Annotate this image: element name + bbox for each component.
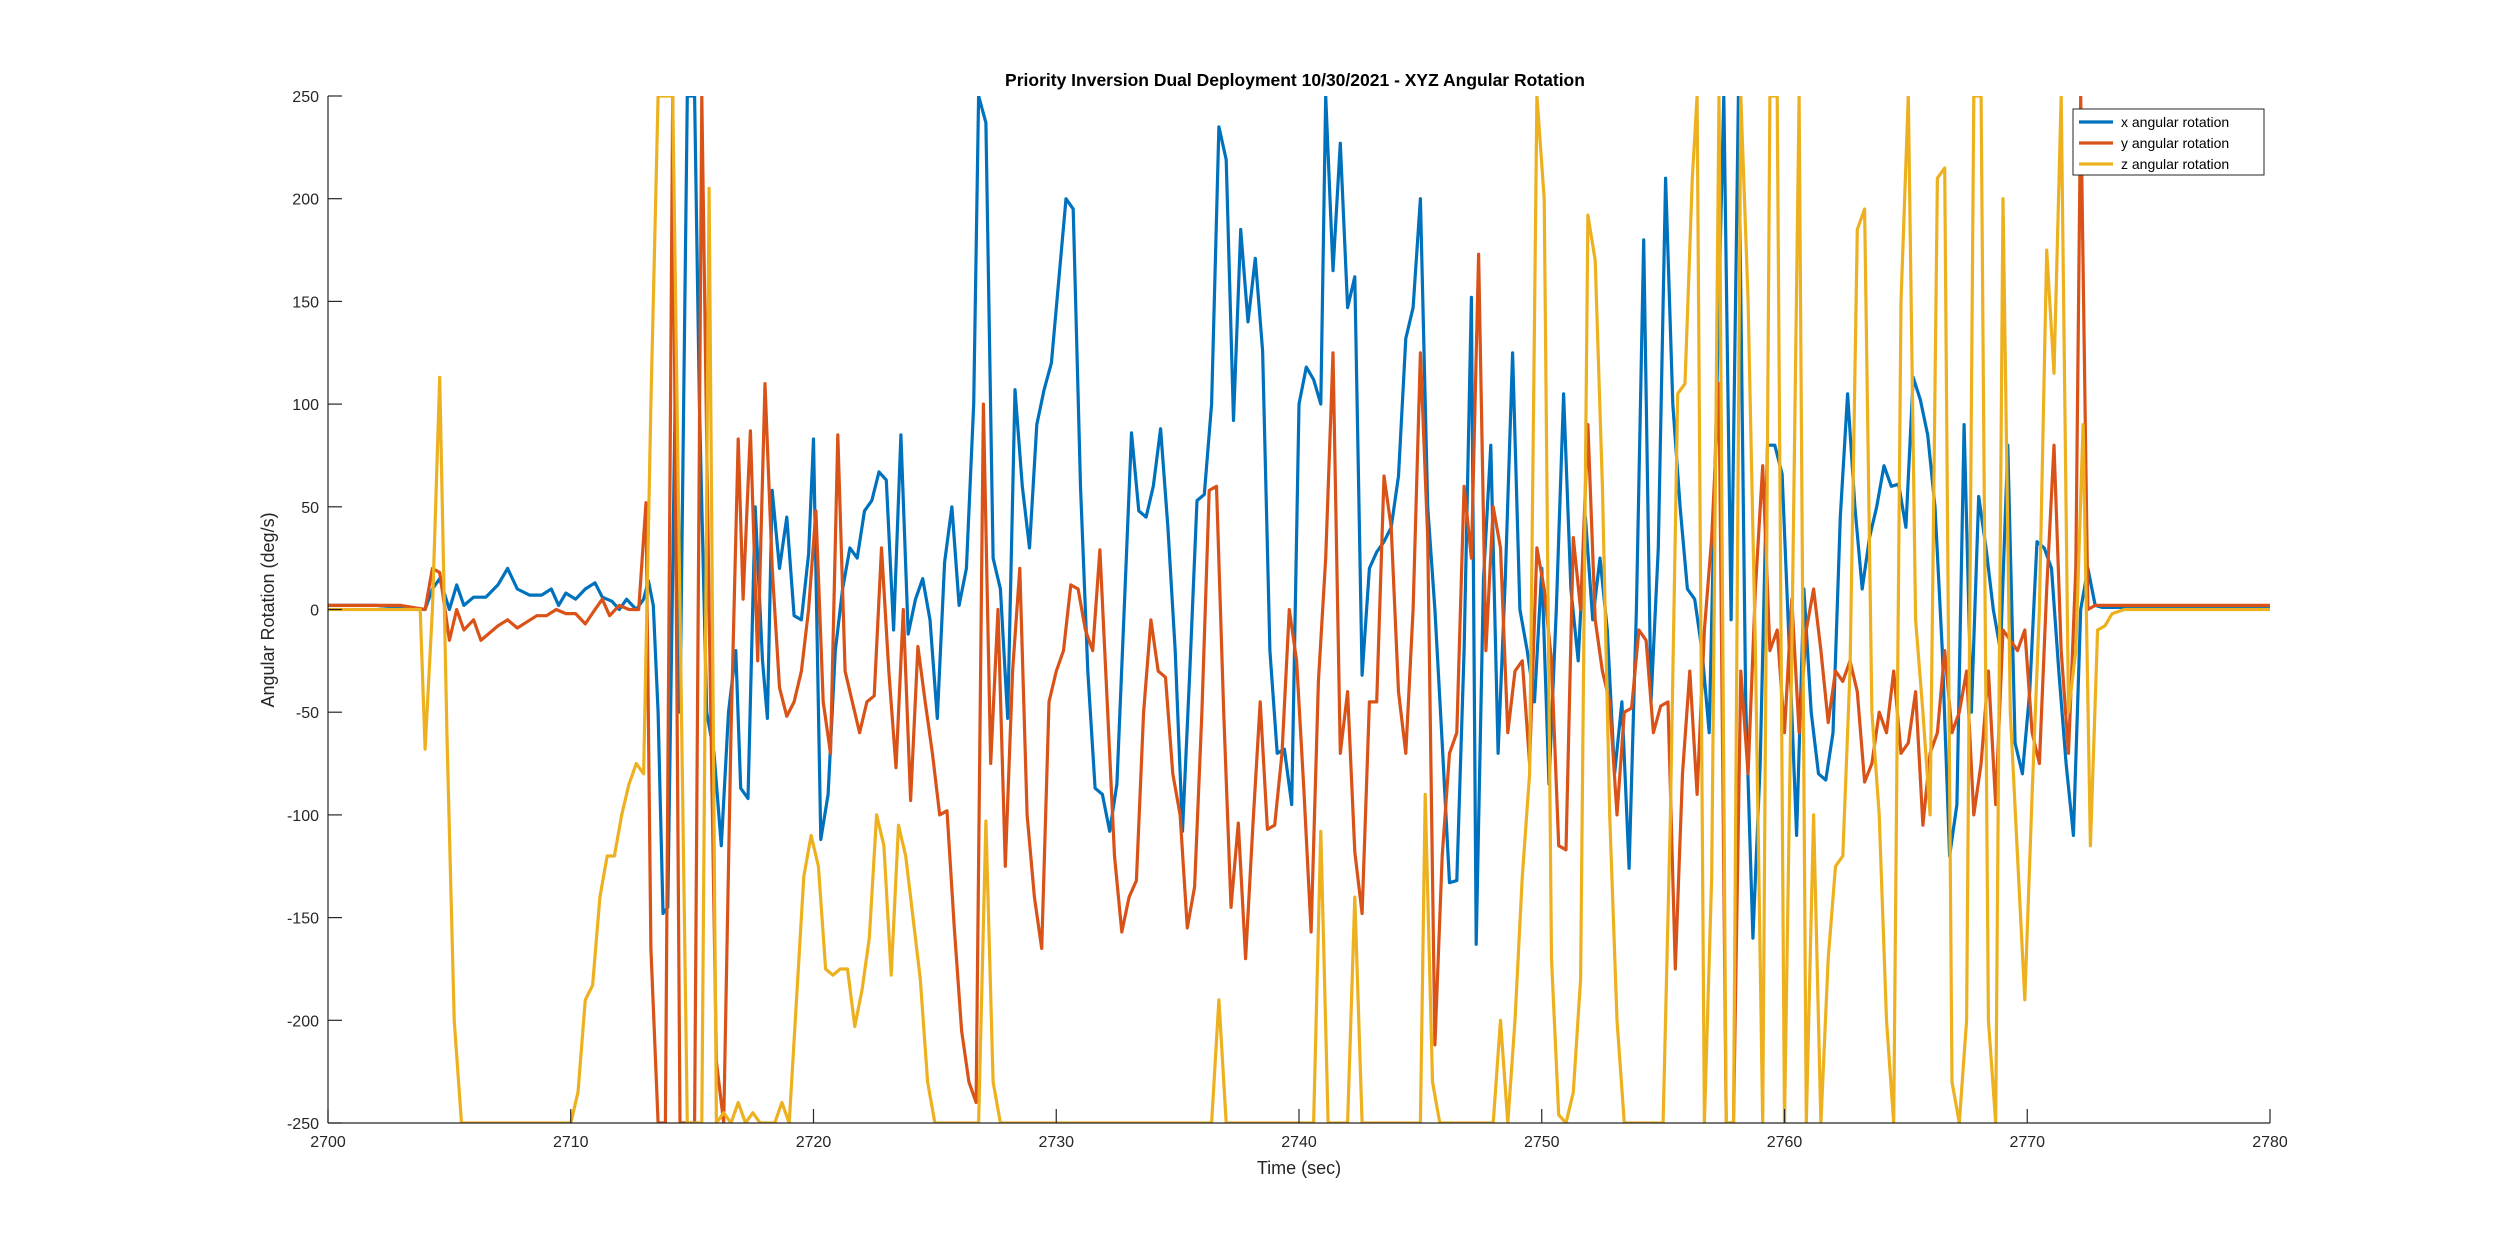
- x-tick-label: 2750: [1524, 1134, 1560, 1151]
- y-tick-label: 50: [301, 500, 319, 517]
- x-axis-label: Time (sec): [1257, 1158, 1341, 1178]
- y-tick-label: 150: [292, 294, 319, 311]
- y-tick-label: -100: [287, 808, 319, 825]
- y-tick-label: -150: [287, 911, 319, 928]
- y-tick-label: 250: [292, 89, 319, 106]
- x-tick-label: 2720: [796, 1134, 832, 1151]
- y-axis-label: Angular Rotation (deg/s): [258, 512, 278, 707]
- y-tick-label: 0: [310, 603, 319, 620]
- legend: x angular rotation y angular rotation z an…: [2072, 108, 2265, 176]
- y-tick-label: 200: [292, 192, 319, 209]
- legend-label-1: x angular rotation: [2121, 114, 2229, 130]
- x-tick-label: 2730: [1038, 1134, 1074, 1151]
- series-layer: [328, 96, 2270, 1123]
- y-tick-label: 100: [292, 397, 319, 414]
- x-tick-label: 2780: [2252, 1134, 2288, 1151]
- axes-layer: 2700 2710 2720 2730 2740 2750 2760 2770 2780 -250…: [287, 89, 2288, 1151]
- y-tick-label: -200: [287, 1013, 319, 1030]
- y-tick-label: -250: [287, 1116, 319, 1133]
- legend-label-2: y angular rotation: [2121, 135, 2229, 151]
- legend-label-3: z angular rotation: [2121, 156, 2229, 172]
- x-tick-label: 2710: [553, 1134, 589, 1151]
- series-line-3: [328, 96, 2270, 1123]
- x-tick-label: 2740: [1281, 1134, 1317, 1151]
- y-tick-label: -50: [296, 705, 319, 722]
- x-tick-label: 2760: [1767, 1134, 1803, 1151]
- chart-title: Priority Inversion Dual Deployment 10/30…: [1005, 70, 1585, 90]
- x-tick-label: 2700: [310, 1134, 346, 1151]
- x-tick-label: 2770: [2009, 1134, 2045, 1151]
